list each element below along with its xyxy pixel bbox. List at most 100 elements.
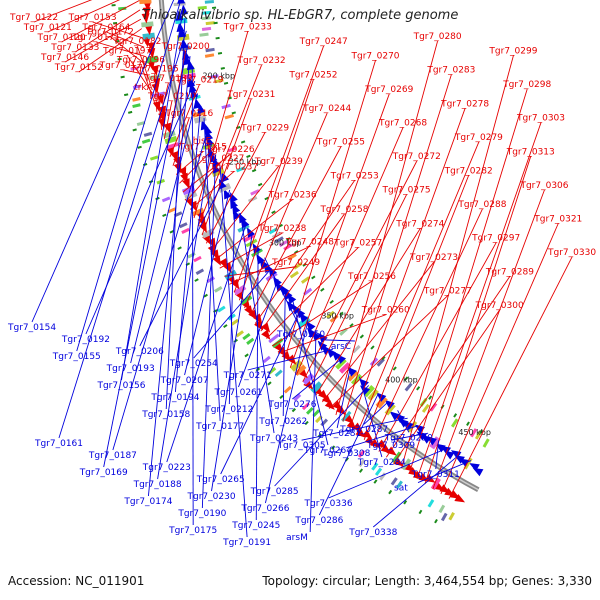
- forward-label-line: [78, 28, 143, 73]
- reverse-label-line: [417, 460, 472, 483]
- reverse-gene-label: Tgr7_0190: [177, 509, 226, 519]
- reverse-label-line: [324, 339, 355, 342]
- reverse-gene-label: sat: [394, 484, 408, 494]
- forward-outer-block: [374, 467, 383, 476]
- forward-outer-block: [440, 512, 448, 522]
- forward-gene-label: trkA: [134, 83, 153, 93]
- forward-feature-block: [166, 142, 179, 150]
- reverse-gene-arrow: [358, 378, 369, 389]
- reverse-feature-block: [347, 370, 359, 382]
- reverse-gene-label: Tgr7_0207: [160, 376, 209, 386]
- forward-gene-arrow: [403, 462, 415, 472]
- reverse-gene-label: Tgr7_0158: [141, 410, 190, 420]
- forward-feature-block: [290, 359, 303, 372]
- outer-green-tick: [244, 353, 249, 358]
- reverse-gene-label: Tgr7_0264: [303, 446, 352, 456]
- forward-label-line: [201, 98, 252, 236]
- inner-green-tick: [213, 21, 218, 25]
- forward-outer-block: [262, 355, 271, 364]
- forward-outer-block: [149, 155, 159, 161]
- reverse-inner-block: [201, 10, 211, 15]
- forward-label-line: [356, 141, 480, 434]
- reverse-gene-label: Tgr7_0191: [222, 538, 271, 548]
- reverse-inner-block: [205, 21, 215, 26]
- forward-label-line: [371, 208, 483, 446]
- reverse-label-line: [211, 235, 253, 492]
- inner-green-tick: [416, 386, 421, 391]
- reverse-inner-block: [201, 16, 211, 21]
- reverse-gene-label: Tgr7_0305: [277, 441, 326, 451]
- forward-outer-block: [173, 211, 183, 218]
- forward-gene-label: Tgr7_0277: [423, 287, 472, 297]
- forward-label-line: [302, 160, 418, 382]
- reverse-gene-arrow: [180, 38, 189, 49]
- outer-green-tick: [359, 468, 364, 473]
- forward-gene-arrow: [343, 414, 355, 424]
- reverse-inner-block: [339, 327, 348, 336]
- outer-green-tick: [304, 420, 309, 426]
- forward-gene-label: Tgr7_0298: [502, 80, 551, 90]
- forward-gene-label: Tgr7_0164: [81, 23, 130, 33]
- reverse-inner-block: [421, 403, 430, 413]
- scale-label: 350 kbp: [321, 312, 354, 321]
- forward-outer-block: [390, 477, 398, 486]
- reverse-gene-label: Tgr7_0262: [258, 417, 307, 427]
- forward-label-line: [229, 245, 311, 285]
- reverse-label-line: [255, 246, 259, 521]
- outer-green-tick: [267, 381, 272, 386]
- reverse-inner-block: [199, 32, 209, 37]
- inner-green-tick: [428, 395, 433, 400]
- inner-green-tick: [257, 182, 263, 187]
- reverse-gene-label: Tgr7_0336: [304, 499, 353, 509]
- forward-outer-block: [283, 385, 292, 394]
- reverse-gene-label: Tgr7_0245: [231, 521, 280, 531]
- reverse-gene-label: Tgr7_0175: [168, 526, 217, 536]
- reverse-feature-block: [193, 115, 207, 124]
- forward-gene-arrow: [449, 490, 461, 499]
- forward-outer-block: [301, 402, 310, 411]
- reverse-label-line: [147, 56, 191, 497]
- forward-label-line: [75, 9, 141, 53]
- reverse-inner-block: [470, 428, 478, 438]
- forward-gene-arrow: [408, 467, 419, 476]
- forward-gene-label: Tgr7_0227: [195, 154, 244, 164]
- reverse-gene-arrow: [223, 188, 232, 200]
- forward-label-line: [393, 309, 501, 464]
- forward-label-line: [322, 261, 435, 403]
- reverse-inner-block: [227, 146, 237, 153]
- forward-outer-block: [320, 418, 329, 427]
- inner-green-tick: [286, 237, 291, 241]
- forward-label-line: [254, 180, 356, 324]
- forward-gene-label: Tgr7_0195: [130, 65, 179, 75]
- forward-gene-label: Tgr7_0278: [440, 99, 489, 109]
- reverse-feature-block: [237, 223, 250, 233]
- reverse-gene-label: Tgr7_0290: [384, 433, 433, 443]
- forward-label-line: [260, 213, 345, 332]
- forward-gene-label: Tgr7_0237: [209, 162, 258, 172]
- forward-gene-arrow: [298, 368, 308, 379]
- forward-label-line: [289, 93, 390, 368]
- outer-green-tick: [132, 128, 137, 132]
- forward-label-line: [47, 0, 121, 33]
- forward-label-line: [363, 175, 470, 440]
- forward-label-line: [210, 165, 280, 253]
- reverse-gene-label: Tgr7_0281: [312, 429, 361, 439]
- reverse-inner-block: [429, 402, 438, 412]
- outer-green-tick: [203, 293, 208, 298]
- forward-label-line: [238, 79, 314, 301]
- reverse-gene-arrow: [346, 366, 357, 377]
- forward-label-line: [448, 256, 573, 499]
- inner-green-tick: [392, 366, 397, 371]
- forward-outer-block: [305, 407, 314, 415]
- forward-label-line: [440, 223, 559, 495]
- forward-label-line: [109, 36, 148, 67]
- forward-outer-block: [235, 330, 244, 338]
- forward-gene-arrow: [158, 105, 167, 117]
- forward-gene-label: Tgr7_0255: [316, 138, 365, 148]
- reverse-inner-block: [204, 53, 215, 58]
- forward-label-line: [385, 276, 511, 458]
- inner-green-tick: [479, 429, 483, 434]
- forward-outer-block: [136, 121, 146, 127]
- forward-label-line: [315, 228, 421, 396]
- reverse-gene-arrow: [318, 332, 328, 344]
